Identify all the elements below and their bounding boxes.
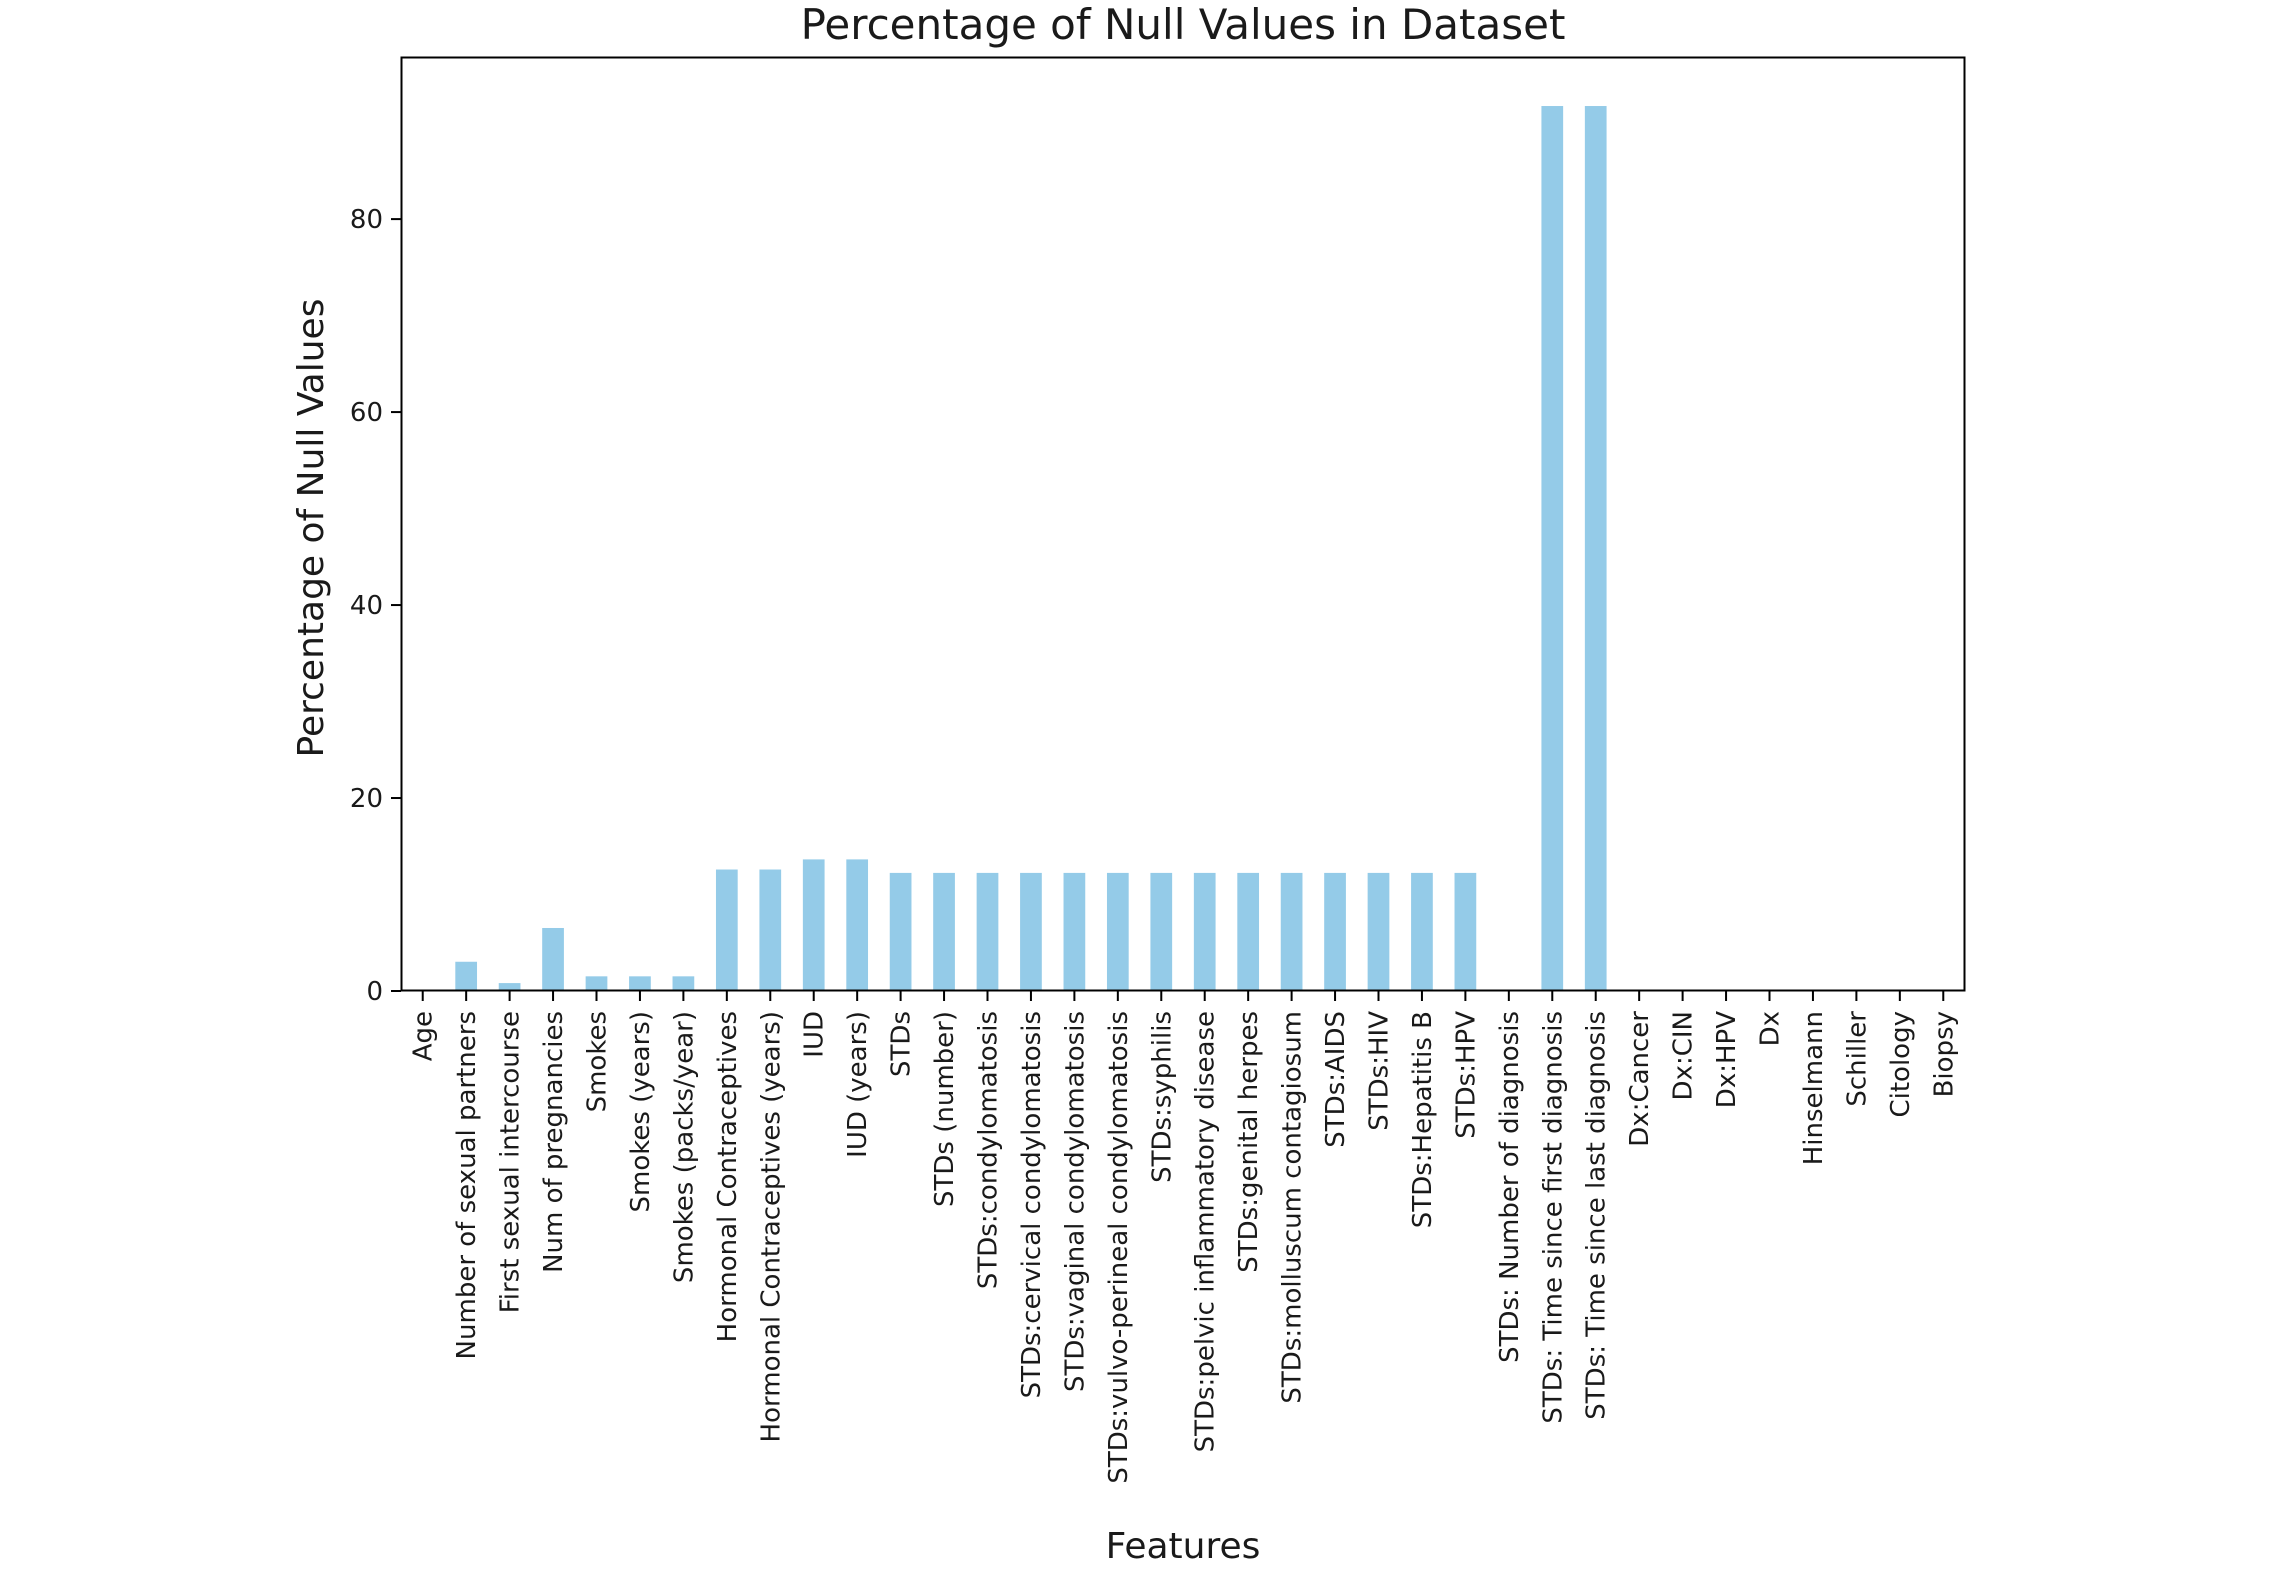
x-tick-label: STDs:genital herpes (1234, 1011, 1264, 1273)
x-tick-label: Dx:CIN (1669, 1011, 1699, 1100)
y-axis-label: Percentage of Null Values (291, 299, 332, 758)
y-tick-label: 0 (366, 977, 383, 1007)
y-tick-label: 60 (350, 398, 383, 428)
bar (498, 983, 521, 991)
bar (715, 869, 738, 991)
bar (846, 859, 869, 991)
x-tick-label: STDs:vulvo-perineal condylomatosis (1104, 1011, 1134, 1484)
bar (1020, 872, 1042, 991)
x-axis-ticks: Age Number of sexual partners First sexual… (409, 991, 1959, 1484)
bar (1454, 872, 1477, 991)
bar (976, 872, 999, 991)
x-tick-label: Dx:HPV (1712, 1011, 1742, 1108)
x-tick-label: STDs:pelvic inflammatory disease (1191, 1011, 1221, 1452)
x-tick-label: Hormonal Contraceptives (years) (756, 1011, 786, 1442)
bar (542, 927, 564, 991)
bar (1324, 872, 1346, 991)
x-tick-label: Number of sexual partners (452, 1011, 482, 1359)
x-tick-label: STDs:Hepatitis B (1408, 1011, 1438, 1228)
bar (1106, 872, 1129, 991)
x-tick-label: Biopsy (1929, 1011, 1959, 1097)
x-tick-label: Dx (1756, 1011, 1786, 1046)
x-tick-label: STDs (number) (930, 1011, 960, 1207)
bar (889, 872, 912, 991)
x-axis-label: Features (1106, 1526, 1261, 1566)
bar (1541, 106, 1564, 991)
bar (933, 872, 955, 991)
x-tick-label: Smokes (packs/year) (669, 1011, 699, 1283)
x-tick-label: STDs:cervical condylomatosis (1017, 1011, 1047, 1398)
x-tick-label: Dx:Cancer (1625, 1011, 1655, 1147)
x-tick-label: STDs:AIDS (1321, 1011, 1351, 1148)
plot-frame (400, 56, 1966, 992)
bar (1411, 872, 1433, 991)
y-axis-ticks: 0 20 40 60 80 (350, 205, 401, 1007)
x-tick-label: STDs:molluscum contagiosum (1278, 1011, 1308, 1404)
x-tick-label: Smokes (years) (626, 1011, 656, 1213)
x-tick-label: STDs:vaginal condylomatosis (1060, 1011, 1090, 1392)
x-tick-label: STDs:condylomatosis (974, 1011, 1004, 1289)
bar (1367, 872, 1390, 991)
y-tick-label: 40 (350, 591, 383, 621)
bar (455, 961, 478, 991)
bar (585, 976, 608, 991)
x-tick-label: Age (409, 1011, 439, 1061)
x-tick-label: IUD (years) (843, 1011, 873, 1158)
x-tick-label: Schiller (1842, 1011, 1872, 1107)
bar (1150, 872, 1173, 991)
x-tick-label: STDs: Time since first diagnosis (1538, 1011, 1568, 1424)
bar (1584, 106, 1607, 991)
x-tick-label: Num of pregnancies (539, 1011, 569, 1273)
y-tick-label: 80 (350, 205, 383, 235)
x-tick-label: IUD (800, 1011, 830, 1058)
x-tick-label: STDs:HPV (1451, 1011, 1481, 1139)
x-tick-label: STDs: Number of diagnosis (1495, 1011, 1525, 1363)
x-tick-label: STDs: Time since last diagnosis (1582, 1011, 1612, 1420)
bar (1063, 872, 1086, 991)
bar (802, 859, 825, 991)
x-tick-label: STDs:HIV (1365, 1011, 1395, 1131)
bar (672, 976, 695, 991)
x-tick-label: Smokes (583, 1011, 613, 1112)
bar (1280, 872, 1303, 991)
x-tick-label: First sexual intercourse (496, 1011, 526, 1313)
y-tick-label: 20 (350, 784, 383, 814)
bar (1237, 872, 1260, 991)
bars-layer (455, 106, 1607, 991)
chart-title: Percentage of Null Values in Dataset (801, 0, 1566, 49)
bar (1193, 872, 1216, 991)
x-tick-label: STDs:syphilis (1147, 1011, 1177, 1183)
x-tick-label: Hinselmann (1799, 1011, 1829, 1165)
x-tick-label: Citology (1886, 1011, 1916, 1118)
bar (759, 869, 782, 991)
bar (629, 976, 651, 991)
x-tick-label: Hormonal Contraceptives (713, 1011, 743, 1342)
x-tick-label: STDs (887, 1011, 917, 1077)
